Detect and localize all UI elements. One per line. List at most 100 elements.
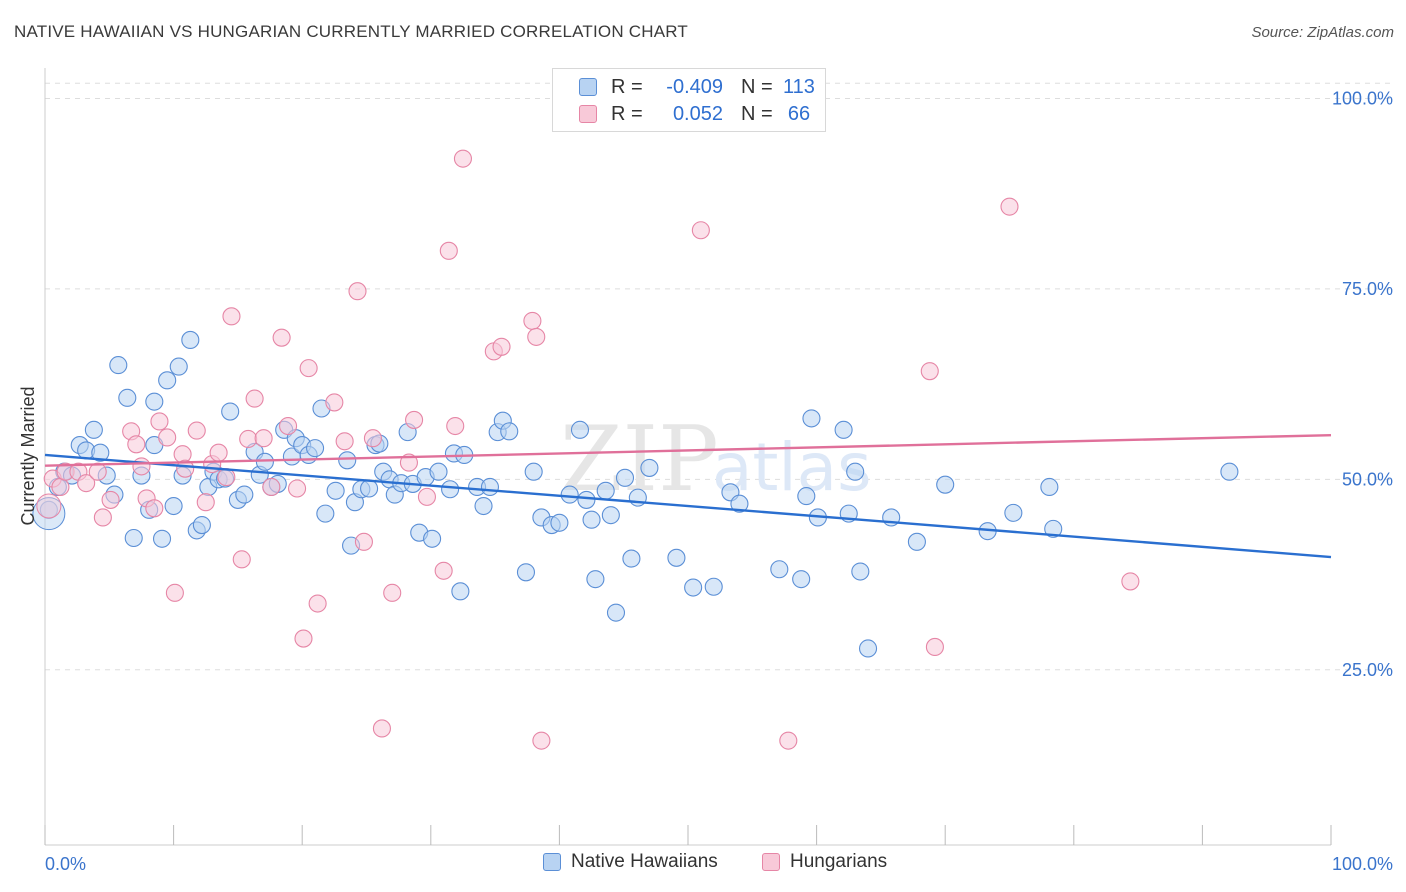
point-native-hawaiians (451, 582, 470, 601)
point-hungarians (920, 362, 939, 381)
point-native-hawaiians (441, 480, 460, 499)
point-hungarians (308, 594, 327, 613)
point-native-hawaiians (601, 506, 620, 525)
point-hungarians (262, 477, 281, 497)
chart-title: NATIVE HAWAIIAN VS HUNGARIAN CURRENTLY M… (14, 22, 688, 41)
point-native-hawaiians (316, 504, 335, 523)
n-value: 113 (783, 75, 815, 98)
point-hungarians (145, 499, 164, 518)
point-native-hawaiians (255, 452, 274, 471)
point-hungarians (196, 493, 215, 512)
point-native-hawaiians (730, 494, 749, 513)
r-value: 0.052 (672, 102, 723, 125)
point-native-hawaiians (704, 577, 723, 596)
point-hungarians (434, 561, 453, 580)
point-native-hawaiians (936, 475, 955, 494)
trend-line-hungarians (44, 433, 1332, 467)
point-native-hawaiians (109, 356, 128, 375)
point-native-hawaiians (858, 639, 878, 658)
point-native-hawaiians (124, 528, 143, 548)
trend-lines (44, 433, 1332, 559)
point-native-hawaiians (306, 439, 325, 458)
point-hungarians (127, 435, 146, 454)
point-native-hawaiians (338, 451, 357, 470)
point-native-hawaiians (360, 479, 379, 498)
point-hungarians (532, 731, 551, 750)
point-hungarians (1121, 572, 1140, 591)
point-hungarians (272, 328, 291, 347)
point-native-hawaiians (84, 420, 103, 439)
point-hungarians (383, 583, 402, 602)
point-hungarians (446, 416, 465, 436)
point-native-hawaiians (640, 458, 659, 477)
point-hungarians (101, 490, 120, 509)
point-native-hawaiians (516, 563, 536, 582)
point-hungarians (348, 282, 367, 301)
point-native-hawaiians (192, 516, 211, 535)
data-points (32, 149, 1239, 750)
point-native-hawaiians (797, 487, 816, 506)
pink-swatch (762, 853, 780, 871)
point-hungarians (779, 731, 798, 750)
point-hungarians (232, 550, 251, 569)
point-native-hawaiians (596, 481, 615, 500)
point-hungarians (335, 432, 354, 451)
point-hungarians (93, 508, 112, 527)
point-hungarians (372, 719, 391, 738)
point-hungarians (187, 421, 206, 440)
point-hungarians (453, 149, 473, 168)
point-hungarians (239, 429, 258, 449)
point-hungarians (222, 307, 241, 326)
point-hungarians (217, 468, 236, 487)
point-native-hawaiians (582, 510, 601, 529)
point-hungarians (150, 412, 169, 431)
correlation-legend: R = -0.409 N = 113 R = 0.052 N = 66 (552, 68, 826, 132)
point-native-hawaiians (1220, 462, 1239, 481)
point-native-hawaiians (91, 443, 110, 462)
point-native-hawaiians (907, 532, 926, 551)
n-value: 66 (787, 102, 811, 125)
point-hungarians (294, 629, 313, 648)
point-hungarians (354, 532, 373, 551)
point-cluster-hungarians (36, 493, 62, 519)
point-native-hawaiians (221, 402, 240, 421)
r-label: R = (611, 75, 643, 98)
point-hungarians (363, 429, 382, 448)
point-native-hawaiians (851, 562, 870, 581)
axes (44, 68, 1332, 846)
point-native-hawaiians (606, 603, 626, 622)
x-tick-label: 0.0% (45, 854, 86, 874)
point-native-hawaiians (145, 392, 164, 411)
point-hungarians (1000, 197, 1019, 216)
blue-swatch (543, 853, 561, 871)
legend-row-native-hawaiians: R = -0.409 N = 113 (579, 75, 819, 99)
point-hungarians (417, 487, 436, 506)
legend-label: Hungarians (790, 851, 888, 872)
point-native-hawaiians (152, 529, 172, 548)
point-hungarians (165, 583, 184, 602)
legend-label: Native Hawaiians (571, 851, 718, 872)
x-tick-label: 100.0% (1332, 854, 1393, 874)
point-native-hawaiians (1040, 477, 1059, 497)
point-hungarians (439, 241, 458, 260)
point-hungarians (527, 327, 546, 346)
point-native-hawaiians (550, 513, 569, 532)
y-tick-label: 100.0% (1332, 88, 1393, 108)
n-label: N = (741, 102, 773, 125)
point-native-hawaiians (500, 422, 519, 441)
point-hungarians (523, 311, 542, 330)
r-value: -0.409 (666, 75, 723, 98)
legend-item-hungarians[interactable]: Hungarians (762, 851, 887, 873)
point-native-hawaiians (169, 357, 188, 376)
y-tick-label: 50.0% (1342, 469, 1393, 489)
point-native-hawaiians (429, 462, 448, 481)
point-hungarians (209, 443, 228, 462)
point-native-hawaiians (846, 462, 865, 481)
legend-item-native-hawaiians[interactable]: Native Hawaiians (543, 851, 718, 873)
point-hungarians (254, 429, 273, 448)
point-native-hawaiians (577, 490, 596, 509)
pink-swatch (579, 105, 597, 123)
point-native-hawaiians (792, 570, 811, 589)
point-native-hawaiians (1044, 519, 1063, 538)
point-native-hawaiians (474, 496, 493, 516)
